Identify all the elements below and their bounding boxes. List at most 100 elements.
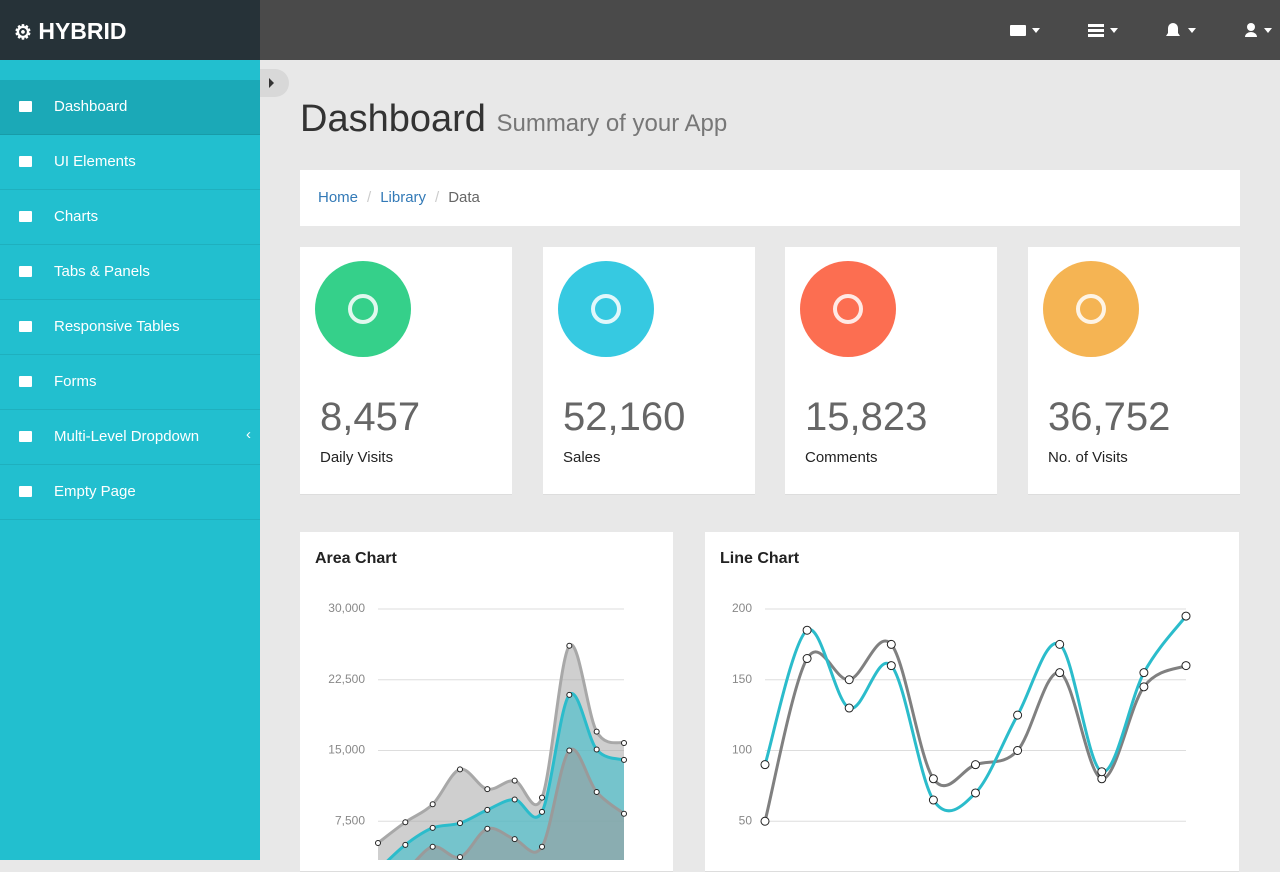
data-point xyxy=(375,839,381,846)
chevron: ‹ xyxy=(246,426,251,443)
line-panel: Line Chart 50 100 150 200 xyxy=(705,532,1239,872)
nav-icon xyxy=(19,321,32,332)
breadcrumb: Home / Library / Data xyxy=(300,170,1240,226)
stat-label: Daily Visits xyxy=(320,449,394,466)
top-icons xyxy=(1010,23,1272,37)
data-point xyxy=(1013,746,1023,755)
stat-value: 36,752 xyxy=(1048,395,1171,439)
brand[interactable]: ⚙ HYBRID xyxy=(0,0,260,60)
data-point xyxy=(802,654,812,664)
panel-title: Area Chart xyxy=(315,550,397,567)
user-icon[interactable] xyxy=(1247,23,1255,31)
data-point xyxy=(429,824,436,831)
nav-item[interactable]: Empty Page xyxy=(0,465,260,520)
line-chart: 50 100 150 200 xyxy=(732,601,1191,827)
nav-icon xyxy=(19,431,32,442)
area-chart: 7,500 15,000 22,500 30,000 xyxy=(328,601,627,860)
stat-icon xyxy=(1043,261,1139,357)
data-point xyxy=(760,760,770,770)
crumb: Data xyxy=(448,189,480,206)
data-point xyxy=(621,739,627,746)
data-point xyxy=(1013,710,1023,720)
stat-label: Sales xyxy=(563,449,601,466)
data-point xyxy=(593,746,600,753)
nav-item[interactable]: Charts xyxy=(0,190,260,245)
data-point xyxy=(566,747,573,754)
title: Dashboard xyxy=(300,98,486,140)
data-point xyxy=(621,810,627,817)
nav-item[interactable]: UI Elements xyxy=(0,135,260,190)
data-point xyxy=(511,777,518,784)
mail-icon[interactable] xyxy=(1010,25,1026,36)
icon-glyph xyxy=(591,294,621,324)
nav-icon xyxy=(19,486,32,497)
data-point xyxy=(844,675,854,685)
sidebar-toggle[interactable] xyxy=(260,69,290,99)
area-fill xyxy=(416,749,624,860)
stat-icon xyxy=(558,261,654,357)
crumb[interactable]: Library xyxy=(380,189,427,206)
nav-item[interactable]: Multi-Level Dropdown ‹ xyxy=(0,410,260,465)
data-point xyxy=(429,843,436,850)
nav-label[interactable]: Charts xyxy=(54,208,99,225)
panel-title: Line Chart xyxy=(720,550,800,567)
brand-name[interactable]: HYBRID xyxy=(38,18,127,44)
sidebar: Dashboard UI Elements Charts Tabs & Panels R… xyxy=(0,60,260,860)
series-line xyxy=(386,692,625,860)
stat-value: 52,160 xyxy=(563,395,686,439)
stat-card: 8,457 Daily Visits xyxy=(300,247,512,495)
data-point xyxy=(484,806,491,813)
data-point xyxy=(1181,661,1191,671)
nav-label[interactable]: Multi-Level Dropdown xyxy=(54,428,200,445)
data-point xyxy=(539,808,545,815)
data-point xyxy=(566,642,573,649)
nav-label[interactable]: Dashboard xyxy=(54,98,128,115)
y-tick-label: 15,000 xyxy=(328,743,365,757)
data-point xyxy=(457,766,463,773)
y-tick-label: 200 xyxy=(732,601,752,615)
y-tick-label: 7,500 xyxy=(335,813,365,827)
caret xyxy=(1032,28,1040,33)
data-point xyxy=(593,789,600,796)
data-point xyxy=(971,788,980,798)
data-point xyxy=(539,794,545,801)
stat-card: 15,823 Comments xyxy=(785,247,997,495)
data-point xyxy=(886,639,896,649)
tasks-icon[interactable] xyxy=(1088,24,1104,27)
data-point xyxy=(760,816,770,826)
subtitle: Summary of your App xyxy=(496,110,728,137)
data-point xyxy=(1055,668,1065,678)
nav-item[interactable]: Tabs & Panels xyxy=(0,245,260,300)
data-point xyxy=(429,801,436,808)
data-point xyxy=(511,796,518,803)
data-point xyxy=(1055,639,1065,649)
data-point xyxy=(566,691,573,698)
crumb[interactable]: Home xyxy=(318,189,359,206)
series-line xyxy=(414,747,625,860)
nav-label[interactable]: Empty Page xyxy=(54,483,136,500)
nav-icon xyxy=(19,156,32,167)
y-tick-label: 100 xyxy=(732,743,752,757)
icon-glyph xyxy=(348,294,378,324)
nav-label[interactable]: Forms xyxy=(54,373,97,390)
data-point xyxy=(457,854,463,860)
stat-icon xyxy=(800,261,896,357)
nav-icon xyxy=(19,211,32,222)
nav-item[interactable]: Dashboard xyxy=(0,80,260,135)
stat-card: 36,752 No. of Visits xyxy=(1028,247,1240,495)
nav-item[interactable]: Forms xyxy=(0,355,260,410)
nav-icon xyxy=(19,266,32,277)
stat-label: No. of Visits xyxy=(1048,449,1128,466)
data-point xyxy=(621,756,627,763)
nav-item[interactable]: Responsive Tables xyxy=(0,300,260,355)
data-point xyxy=(928,795,938,805)
bell-icon[interactable] xyxy=(1166,23,1180,36)
nav-label[interactable]: UI Elements xyxy=(54,153,136,170)
nav-label[interactable]: Responsive Tables xyxy=(54,318,180,335)
y-tick-label: 50 xyxy=(739,813,753,827)
data-point xyxy=(484,786,491,793)
nav-label[interactable]: Tabs & Panels xyxy=(54,263,150,280)
nav-icon xyxy=(19,101,32,112)
data-point xyxy=(844,703,854,713)
